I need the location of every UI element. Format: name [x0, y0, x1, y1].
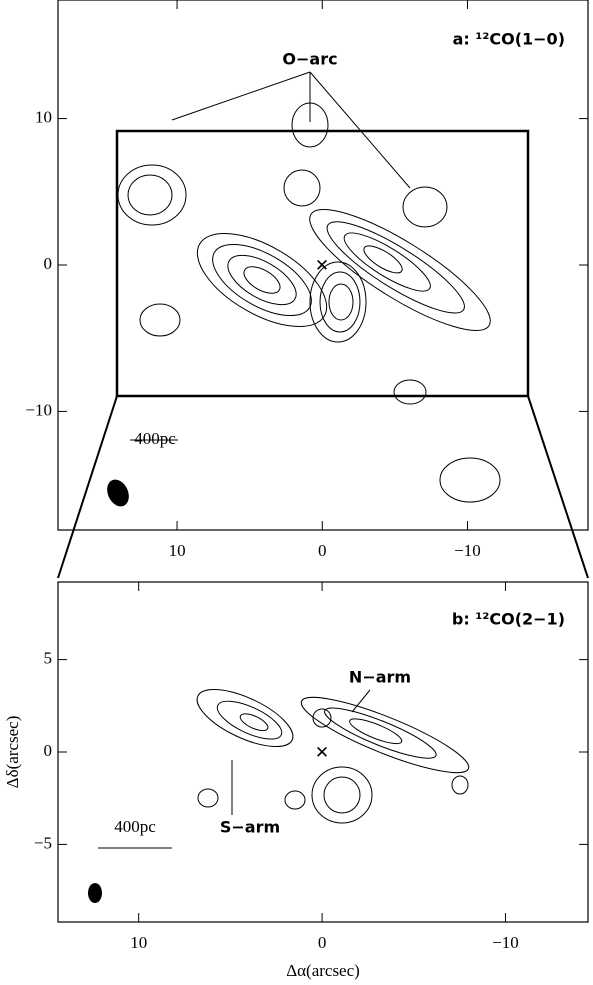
x-tick-label: 10 — [169, 541, 186, 560]
contour — [196, 232, 328, 328]
x-tick-label: 10 — [130, 933, 147, 952]
contours-a: ✕ — [57, 71, 589, 579]
contour — [309, 261, 367, 343]
panel-title: b: ¹²CO(2−1) — [452, 610, 565, 629]
annotation: S−arm — [220, 818, 280, 837]
contours-b: ✕ — [88, 689, 470, 903]
y-tick-label: 0 — [44, 741, 53, 760]
arrows — [57, 71, 589, 579]
arrows — [98, 689, 371, 849]
contour — [88, 708, 469, 903]
contour — [107, 102, 501, 507]
y-tick-label: −10 — [25, 400, 52, 419]
x-axis-label: Δα(arcsec) — [286, 961, 360, 980]
star: ✕ — [315, 743, 329, 762]
x-tick-label: 0 — [318, 541, 327, 560]
annotation: 400pc — [114, 817, 156, 836]
contour — [300, 696, 470, 774]
y-axis-label: Δδ(arcsec) — [3, 716, 22, 789]
contour — [309, 209, 491, 331]
panel-title: a: ¹²CO(1−0) — [453, 30, 565, 49]
y-tick-label: 0 — [44, 254, 53, 273]
annotation: O−arc — [282, 50, 337, 69]
y-tick-label: 5 — [44, 649, 53, 668]
star: ✕ — [315, 256, 329, 275]
y-tick-label: 10 — [35, 107, 52, 126]
x-tick-label: 0 — [318, 933, 327, 952]
contour — [196, 689, 294, 747]
y-tick-label: −5 — [34, 833, 52, 852]
annotation: N−arm — [349, 668, 411, 687]
x-tick-label: −10 — [454, 541, 481, 560]
zoom-box — [115, 129, 530, 398]
annotation: 400pc — [134, 429, 176, 448]
x-tick-label: −10 — [492, 933, 519, 952]
